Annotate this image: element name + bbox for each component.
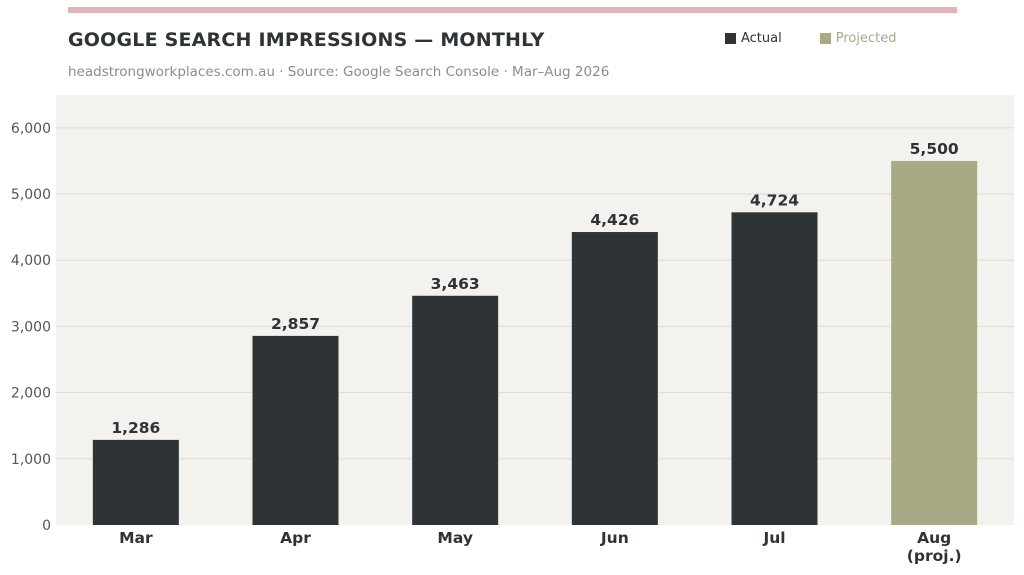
bar-projected xyxy=(891,160,978,525)
legend: Actual Projected xyxy=(725,31,934,46)
data-label: 4,426 xyxy=(590,211,639,229)
x-tick-label: Mar xyxy=(119,529,153,547)
legend-label-projected: Projected xyxy=(835,31,897,46)
bar-actual xyxy=(252,335,339,525)
x-tick-label: Apr xyxy=(280,529,311,547)
data-label: 2,857 xyxy=(271,315,320,333)
legend-swatch-projected xyxy=(819,33,831,44)
x-tick-label: Aug xyxy=(917,529,951,547)
y-tick-label: 2,000 xyxy=(11,386,51,402)
data-label: 4,724 xyxy=(750,191,799,209)
bar-actual xyxy=(92,439,179,525)
data-label: 5,500 xyxy=(910,140,959,158)
y-tick-label: 0 xyxy=(42,518,51,534)
chart-subtitle: headstrongworkplaces.com.au · Source: Go… xyxy=(68,64,610,80)
y-tick-label: 4,000 xyxy=(11,253,51,269)
y-tick-label: 5,000 xyxy=(11,187,51,203)
data-label: 1,286 xyxy=(111,419,160,437)
y-tick-label: 1,000 xyxy=(11,452,51,468)
plot-area xyxy=(56,95,1014,525)
x-tick-label: Jun xyxy=(600,529,629,547)
y-tick-label: 6,000 xyxy=(11,121,51,137)
accent-bar xyxy=(68,7,957,13)
legend-label-actual: Actual xyxy=(741,31,782,46)
legend-item-actual: Actual xyxy=(725,31,782,46)
bar-actual xyxy=(571,232,658,525)
x-tick-label: May xyxy=(437,529,473,547)
x-tick-label: Jul xyxy=(762,529,785,547)
bar-actual xyxy=(731,212,818,525)
chart-title: GOOGLE SEARCH IMPRESSIONS — MONTHLY xyxy=(68,29,545,51)
legend-swatch-actual xyxy=(725,33,736,44)
bar-actual xyxy=(412,295,499,525)
x-tick-label: (proj.) xyxy=(907,547,962,565)
legend-item-projected: Projected xyxy=(819,31,897,46)
data-label: 3,463 xyxy=(431,275,480,293)
y-tick-label: 3,000 xyxy=(11,319,51,335)
